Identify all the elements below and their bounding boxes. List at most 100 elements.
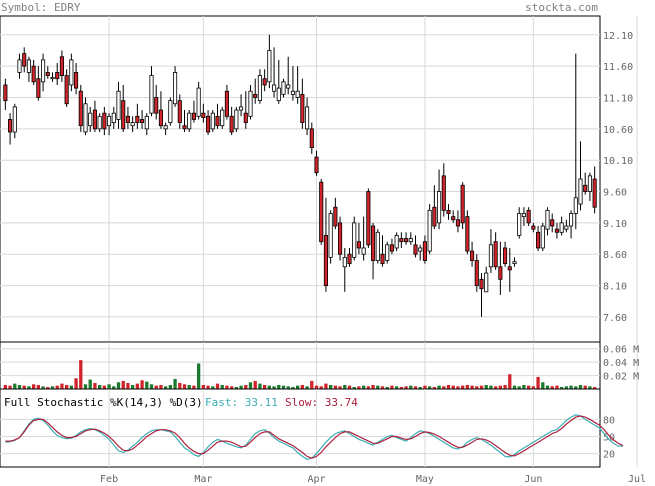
candle-body	[446, 209, 451, 214]
stochastic-slow-line	[5, 415, 624, 459]
volume-bar	[234, 386, 239, 389]
candle-body	[50, 77, 55, 80]
candle-body	[168, 100, 173, 123]
price-tick-label: 7.60	[603, 313, 627, 324]
volume-bar	[550, 386, 554, 389]
candle-body	[281, 81, 286, 95]
candle-body	[234, 109, 239, 130]
volume-bar	[343, 384, 347, 389]
volume-bar	[451, 385, 455, 389]
volume-bar	[390, 385, 394, 389]
price-tick-label: 11.60	[603, 62, 633, 73]
candle-body	[182, 125, 187, 130]
candle-body	[125, 115, 130, 123]
volume-bar	[168, 384, 173, 389]
volume-bar	[102, 385, 107, 389]
x-month-label: May	[416, 474, 434, 485]
candle-body	[55, 72, 60, 80]
candle-body	[587, 175, 592, 192]
volume-bar	[50, 386, 55, 389]
candle-body	[3, 84, 8, 102]
stochastic-tick-label: 20	[603, 450, 615, 461]
candle-body	[507, 266, 512, 271]
candle-body	[149, 75, 154, 114]
candle-body	[111, 112, 116, 123]
candle-body	[592, 178, 597, 208]
volume-tick-label: 0.06 M	[603, 345, 639, 356]
candle-body	[229, 115, 234, 133]
candle-body	[286, 84, 291, 89]
candle-body	[248, 90, 253, 117]
volume-bar	[357, 386, 361, 389]
candle-body	[17, 59, 22, 73]
x-axis: Feb Mar Apr May Jun Jul	[100, 474, 646, 485]
candle-body	[432, 206, 437, 227]
volume-bar	[522, 384, 526, 389]
candle-body	[517, 213, 522, 236]
candle-body	[338, 222, 343, 255]
volume-panel: 0.06 M 0.04 M 0.02 M	[0, 341, 639, 390]
candle-body	[257, 75, 262, 102]
candle-body	[314, 156, 319, 174]
candle-body	[559, 222, 564, 233]
candle-body	[394, 235, 399, 249]
volume-bar	[215, 383, 220, 389]
x-month-label: Jul	[628, 474, 646, 485]
volume-bar	[244, 384, 248, 389]
volume-bar	[83, 384, 88, 389]
candle-body	[441, 175, 446, 211]
candle-body	[173, 72, 178, 105]
candle-body	[116, 90, 121, 120]
candle-body	[8, 119, 13, 133]
volume-bar	[229, 386, 234, 389]
stochastic-axis: 20 50 80	[603, 415, 615, 460]
volume-bar	[347, 385, 352, 389]
candle-body	[163, 125, 168, 130]
volume-bar	[3, 384, 8, 389]
volume-bar	[201, 384, 206, 389]
volume-bar	[508, 374, 512, 389]
volume-bar	[460, 385, 465, 389]
stochastic-title: Full Stochastic %K(14,3) %D(3)	[4, 396, 203, 409]
x-month-label: Apr	[307, 474, 325, 485]
stochastic-fast-label: Fast: 33.11	[205, 396, 278, 409]
volume-bar	[206, 385, 210, 389]
volume-bar	[8, 385, 12, 389]
volume-bar	[479, 385, 484, 389]
volume-bar	[130, 384, 135, 389]
volume-bar	[41, 386, 45, 389]
volume-bar	[46, 386, 50, 389]
volume-bar	[536, 376, 540, 389]
volume-bar	[555, 385, 559, 389]
candle-body	[536, 231, 541, 249]
candle-body	[437, 191, 442, 224]
candle-body	[470, 250, 475, 261]
x-month-label: Feb	[100, 474, 118, 485]
volume-bar	[564, 386, 569, 389]
candle-body	[371, 225, 376, 261]
price-tick-label: 8.60	[603, 250, 627, 261]
price-axis: 7.60 8.10 8.60 9.10 9.60 10.10 10.60 11.10 11.60…	[603, 31, 633, 324]
candle-body	[272, 84, 277, 92]
volume-bar	[154, 385, 158, 389]
candle-body	[26, 59, 31, 73]
volume-bar	[437, 385, 441, 389]
candle-body	[210, 112, 215, 130]
volume-bar	[112, 386, 116, 389]
volume-bar	[79, 360, 83, 389]
candle-body	[347, 253, 352, 265]
candle-body	[45, 72, 50, 76]
volume-bar	[291, 386, 295, 389]
volume-bar	[281, 385, 286, 389]
volume-bar	[173, 378, 177, 389]
price-tick-label: 8.10	[603, 282, 627, 293]
volume-bar	[225, 385, 229, 389]
volume-bar	[588, 386, 592, 389]
candle-body	[309, 128, 314, 149]
candle-body	[154, 97, 159, 114]
volume-bar	[13, 383, 17, 389]
candle-body	[526, 209, 531, 224]
volume-bar	[517, 386, 521, 389]
volume-bar	[135, 383, 140, 389]
volume-bar	[262, 384, 267, 389]
